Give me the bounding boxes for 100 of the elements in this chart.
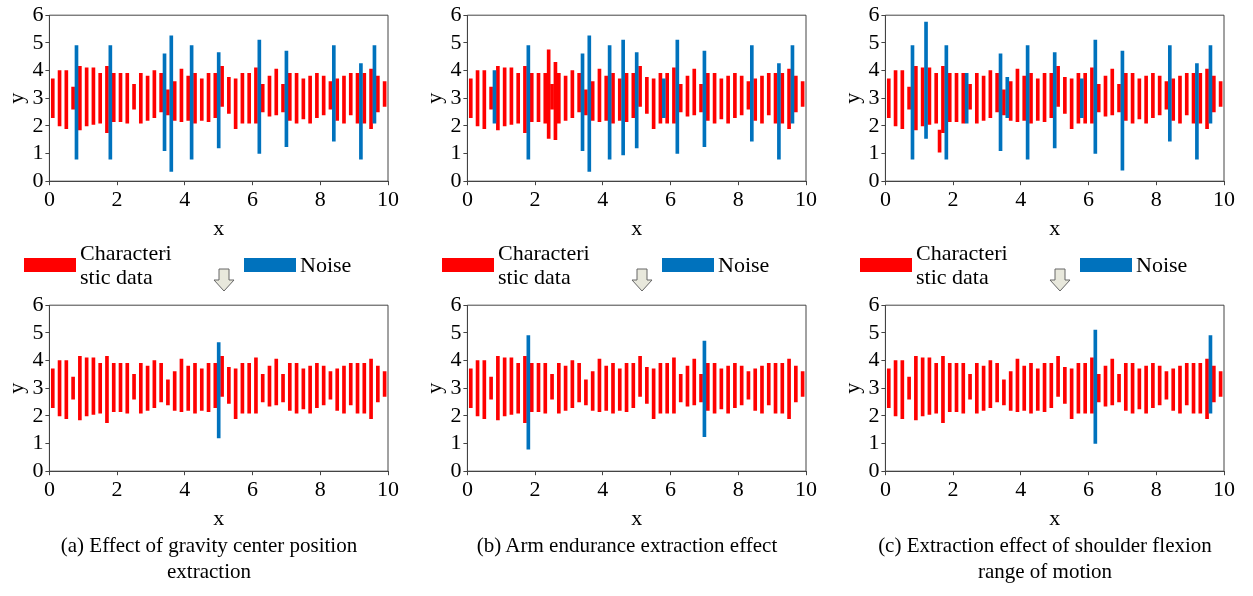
bar: [172, 371, 177, 411]
bar: [934, 72, 939, 124]
bar: [1151, 72, 1155, 118]
bar: [665, 362, 669, 414]
bar: [1205, 68, 1209, 129]
y-tick-label: 0: [868, 166, 880, 192]
y-tick-label: 4: [32, 56, 44, 82]
bar: [787, 358, 791, 419]
y-tick-label: 4: [32, 346, 44, 372]
bar: [1123, 72, 1128, 121]
x-tick-label: 4: [1015, 186, 1027, 212]
bar: [692, 358, 697, 406]
bar: [1123, 362, 1128, 411]
bar: [105, 66, 109, 134]
bar: [705, 72, 710, 121]
bar: [186, 75, 191, 121]
bar: [489, 86, 493, 110]
y-tick-label: 4: [868, 346, 880, 372]
x-axis-title: x: [213, 214, 225, 240]
bar: [961, 362, 966, 414]
bar: [78, 356, 82, 421]
bar: [577, 362, 581, 403]
y-tick-label: 0: [450, 456, 462, 482]
bar: [1110, 68, 1115, 116]
x-tick-label: 4: [1015, 476, 1027, 502]
x-tick-label: 6: [247, 186, 259, 212]
bar: [468, 368, 473, 408]
bar: [1029, 362, 1033, 414]
bar: [50, 78, 55, 118]
bar: [1212, 75, 1216, 113]
bar: [760, 365, 764, 414]
bar: [362, 362, 367, 414]
bar: [590, 371, 595, 411]
bar: [638, 356, 642, 397]
x-tick-label: 2: [111, 186, 123, 212]
bar: [631, 72, 636, 118]
bar: [1090, 357, 1094, 414]
bar: [699, 84, 703, 113]
bar: [699, 374, 703, 403]
bar: [193, 362, 197, 414]
bar: [369, 358, 373, 419]
bar: [213, 362, 218, 408]
bar: [260, 374, 265, 403]
x-tick-label: 6: [1083, 476, 1095, 502]
x-tick-label: 8: [732, 186, 744, 212]
x-tick-label: 8: [314, 476, 326, 502]
legend-label: Characteristic data: [916, 240, 1009, 289]
bar: [166, 379, 170, 406]
bar: [794, 75, 798, 113]
x-tick-label: 4: [597, 476, 609, 502]
x-tick-label: 10: [795, 186, 817, 212]
bar: [254, 357, 258, 414]
bar: [376, 75, 380, 113]
y-tick-label: 2: [868, 401, 880, 427]
bar: [523, 356, 527, 424]
bar: [995, 362, 999, 403]
bar: [315, 72, 319, 118]
bar: [281, 374, 285, 403]
x-tick-label: 6: [665, 186, 677, 212]
bar: [308, 365, 312, 414]
x-axis-title: x: [1049, 504, 1061, 530]
bar: [550, 374, 554, 400]
y-tick-label: 4: [868, 56, 880, 82]
y-tick-label: 1: [868, 429, 880, 455]
bar: [1178, 75, 1182, 124]
bar: [376, 365, 380, 403]
bar: [777, 63, 781, 160]
y-tick-label: 6: [32, 0, 44, 26]
y-tick-label: 3: [450, 373, 462, 399]
bar: [753, 368, 758, 411]
bar: [968, 84, 972, 110]
y-tick-label: 6: [32, 290, 44, 316]
bar: [213, 72, 218, 118]
y-tick-label: 5: [32, 318, 44, 344]
bar: [1184, 72, 1189, 116]
bar: [274, 358, 279, 406]
y-axis-title: y: [2, 382, 28, 394]
bar: [974, 72, 979, 124]
legend-label: Noise: [718, 252, 770, 277]
y-axis-title: y: [838, 382, 864, 394]
y-tick-label: 6: [450, 290, 462, 316]
bar: [71, 86, 75, 110]
x-tick-label: 10: [377, 476, 399, 502]
bar: [254, 67, 258, 124]
bar: [621, 39, 625, 156]
bar: [489, 376, 493, 400]
x-tick-label: 10: [1213, 186, 1235, 212]
bar: [543, 362, 548, 414]
bar: [780, 362, 785, 414]
bar: [1022, 365, 1027, 411]
y-tick-label: 1: [450, 429, 462, 455]
legend-label: Noise: [1136, 252, 1188, 277]
bar: [342, 365, 346, 414]
bar: [132, 374, 136, 400]
bar: [1008, 81, 1013, 121]
bar: [1205, 358, 1209, 419]
bar: [529, 72, 534, 123]
x-axis-title: x: [213, 504, 225, 530]
bar: [1090, 67, 1094, 124]
bar: [1035, 368, 1040, 411]
